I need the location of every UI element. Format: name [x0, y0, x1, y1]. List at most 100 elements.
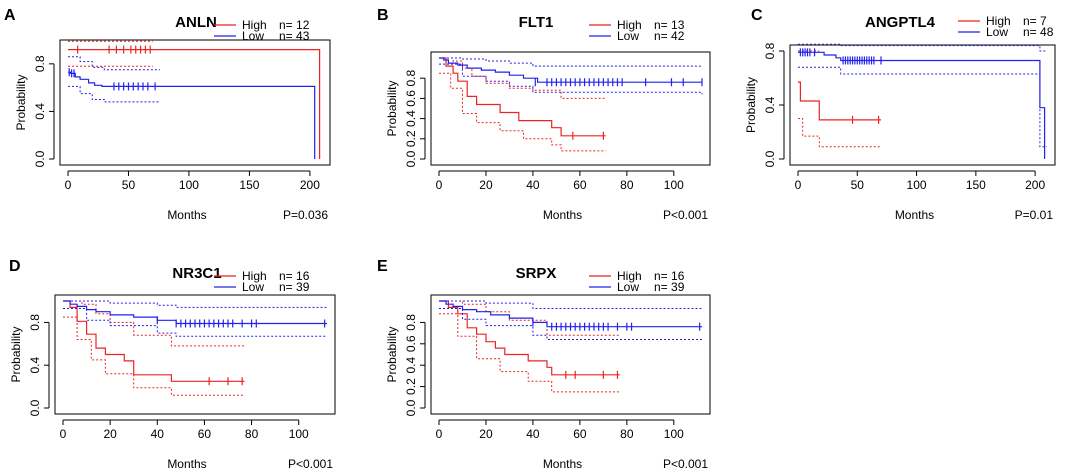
ci-upper-low — [68, 56, 160, 71]
panel-flt1: B FLT1 High n= 13 Low n= 42 0 20 40 60 80 100 0.0 0.2… — [377, 7, 711, 222]
legend-n-low: n= 39 — [279, 280, 310, 294]
survival-curve-high — [63, 300, 245, 382]
legend-n-low: n= 42 — [654, 29, 685, 43]
ci-lower-low — [68, 85, 160, 103]
plot-frame — [430, 294, 711, 415]
survival-curve-high — [439, 57, 606, 137]
panel-label: A — [4, 7, 16, 24]
y-axis-title: Probability — [744, 77, 758, 133]
panel-label: E — [377, 258, 388, 275]
legend-label-low: Low — [617, 29, 639, 43]
legend-n-high: n= 7 — [1023, 14, 1047, 28]
x-tick-label: 0 — [436, 178, 443, 192]
x-axis-title: Months — [895, 208, 934, 222]
legend-label-low: Low — [617, 280, 639, 294]
plot-frame — [54, 294, 336, 415]
survival-curve-low — [798, 51, 1046, 159]
legend-label-low: Low — [242, 29, 264, 43]
x-tick-label: 200 — [300, 178, 320, 192]
ci-upper-high — [439, 57, 606, 99]
p-value: P=0.01 — [1015, 208, 1054, 222]
x-tick-label: 100 — [664, 178, 684, 192]
y-axis-title: Probability — [14, 74, 28, 130]
x-tick-label: 100 — [907, 178, 927, 192]
y-axis-title: Probability — [385, 80, 399, 136]
y-axis-title: Probability — [9, 326, 23, 382]
p-value: P<0.001 — [663, 208, 708, 222]
survival-curve-high — [798, 81, 881, 121]
x-tick-label: 20 — [103, 427, 117, 441]
x-tick-label: 100 — [179, 178, 199, 192]
x-tick-label: 60 — [573, 178, 587, 192]
ci-upper-low — [439, 57, 702, 67]
p-value: P<0.001 — [663, 457, 708, 470]
x-tick-label: 40 — [151, 427, 165, 441]
legend-label-low: Low — [986, 25, 1008, 39]
x-tick-label: 150 — [239, 178, 259, 192]
panel-label: D — [9, 258, 21, 275]
x-axis-title: Months — [167, 208, 206, 222]
x-tick-label: 0 — [65, 178, 72, 192]
legend-label-high: High — [617, 18, 642, 32]
ci-upper-low — [798, 43, 1047, 52]
x-tick-label: 60 — [573, 427, 587, 441]
legend-label-high: High — [986, 14, 1011, 28]
x-tick-label: 50 — [851, 178, 865, 192]
x-tick-label: 0 — [436, 427, 443, 441]
ci-lower-high — [798, 118, 881, 148]
x-tick-label: 200 — [1025, 178, 1045, 192]
x-tick-label: 80 — [620, 427, 634, 441]
x-tick-label: 60 — [198, 427, 212, 441]
panel-angptl4: C ANGPTL4 High n= 7 Low n= 48 0 50 100 150 200 0.0 0… — [744, 7, 1056, 222]
x-axis-title: Months — [543, 208, 582, 222]
ci-lower-low — [439, 308, 702, 340]
ci-lower-high — [439, 72, 606, 152]
panel-anln: A ANLN High n= 12 Low n= 43 0 50 100 150 200 0.0 0.4… — [4, 7, 331, 222]
x-tick-label: 150 — [966, 178, 986, 192]
y-tick-label: 0.4 — [28, 357, 42, 374]
legend-n-high: n= 13 — [654, 18, 685, 32]
panel-label: C — [751, 7, 763, 24]
ci-upper-high — [439, 300, 620, 336]
p-value: P<0.001 — [288, 457, 333, 470]
y-axis-title: Probability — [385, 326, 399, 382]
panel-label: B — [377, 7, 389, 24]
legend-n-high: n= 16 — [654, 269, 685, 283]
y-tick-label: 0.8 — [28, 314, 42, 331]
survival-curve-low — [439, 57, 702, 83]
x-axis-title: Months — [543, 457, 582, 470]
plot-frame — [789, 44, 1056, 166]
p-value: P=0.036 — [283, 208, 328, 222]
x-tick-label: 100 — [289, 427, 309, 441]
ci-upper-low — [439, 300, 703, 310]
panel-title: ANGPTL4 — [865, 14, 936, 31]
panel-title: FLT1 — [519, 14, 554, 31]
y-tick-label: 0.4 — [33, 103, 47, 120]
x-tick-label: 50 — [122, 178, 136, 192]
x-tick-label: 20 — [479, 178, 493, 192]
panel-srpx: E SRPX High n= 16 Low n= 39 0 20 40 60 80 100 0.0 0.2… — [377, 258, 711, 470]
ci-lower-high — [439, 313, 620, 393]
x-axis-title: Months — [167, 457, 206, 470]
plot-frame — [430, 51, 711, 166]
panel-title: ANLN — [175, 14, 217, 31]
y-tick-label: 0.0 — [763, 150, 777, 167]
legend-label-high: High — [617, 269, 642, 283]
legend-n-low: n= 43 — [279, 29, 310, 43]
y-tick-label: 0.6 — [404, 90, 418, 107]
legend-n-high: n= 16 — [279, 269, 310, 283]
y-tick-label: 0.4 — [404, 357, 418, 374]
panel-nr3c1: D NR3C1 High n= 16 Low n= 39 0 20 40 60 80 100 0.0 0.… — [9, 258, 336, 470]
x-tick-label: 80 — [245, 427, 259, 441]
x-tick-label: 40 — [526, 178, 540, 192]
y-tick-label: 0.0 — [28, 399, 42, 416]
legend-label-high: High — [242, 269, 267, 283]
ci-upper-high — [63, 300, 245, 347]
survival-curve-high — [68, 49, 321, 159]
x-tick-label: 20 — [479, 427, 493, 441]
y-tick-label: 0.4 — [404, 110, 418, 127]
y-tick-label: 0.8 — [763, 42, 777, 59]
y-tick-label: 0.8 — [33, 55, 47, 72]
x-tick-label: 80 — [620, 178, 634, 192]
